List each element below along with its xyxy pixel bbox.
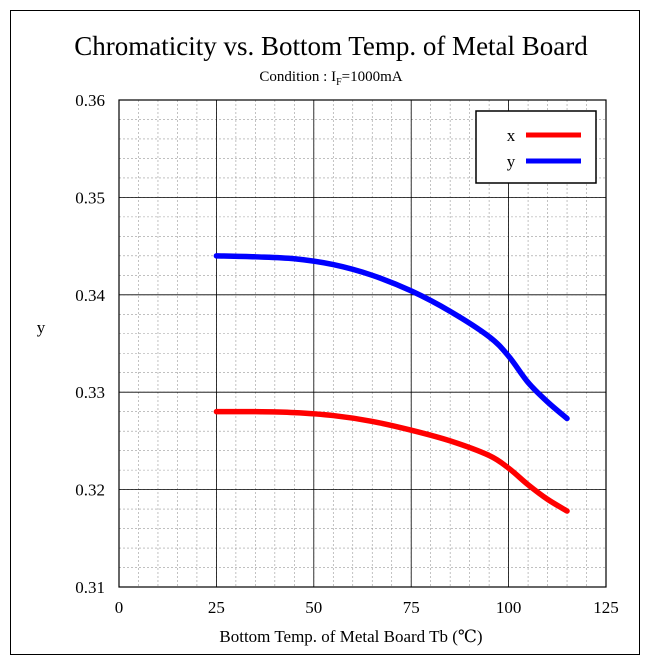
- legend-label-x: x: [507, 126, 516, 145]
- x-tick-label: 0: [115, 598, 124, 617]
- y-tick-label: 0.35: [75, 188, 105, 207]
- y-tick-labels: 0.31 0.32 0.33 0.34 0.35 0.36: [75, 91, 105, 597]
- legend-box: [475, 110, 597, 184]
- x-tick-labels: 0 25 50 75 100 125: [115, 598, 619, 617]
- legend: xy: [475, 110, 597, 184]
- y-axis-label: y: [37, 318, 46, 337]
- y-tick-label: 0.34: [75, 286, 105, 305]
- y-tick-label: 0.32: [75, 481, 105, 500]
- plot-area-border: [118, 99, 607, 588]
- y-tick-label: 0.33: [75, 383, 105, 402]
- chart-frame: Chromaticity vs. Bottom Temp. of Metal B…: [10, 10, 640, 655]
- series-layer: [213, 253, 570, 514]
- y-tick-label: 0.31: [75, 578, 105, 597]
- subtitle-prefix: Condition : I: [259, 69, 336, 85]
- chart-subtitle: Condition : IF=1000mA: [259, 69, 402, 88]
- chromaticity-chart: Chromaticity vs. Bottom Temp. of Metal B…: [37, 31, 619, 646]
- series-line-x: [213, 408, 570, 514]
- subtitle-suffix: =1000mA: [342, 69, 403, 85]
- legend-label-y: y: [507, 152, 516, 171]
- x-tick-label: 125: [593, 598, 619, 617]
- x-tick-label: 50: [305, 598, 322, 617]
- x-axis-label: Bottom Temp. of Metal Board Tb (℃): [219, 627, 482, 646]
- x-tick-label: 100: [496, 598, 522, 617]
- y-tick-label: 0.36: [75, 91, 105, 110]
- x-tick-label: 75: [403, 598, 420, 617]
- chart-title: Chromaticity vs. Bottom Temp. of Metal B…: [74, 31, 588, 61]
- legend-items: xy: [507, 126, 581, 171]
- subtitle-subscript: F: [336, 77, 342, 88]
- x-tick-label: 25: [208, 598, 225, 617]
- series-line-y: [213, 253, 570, 422]
